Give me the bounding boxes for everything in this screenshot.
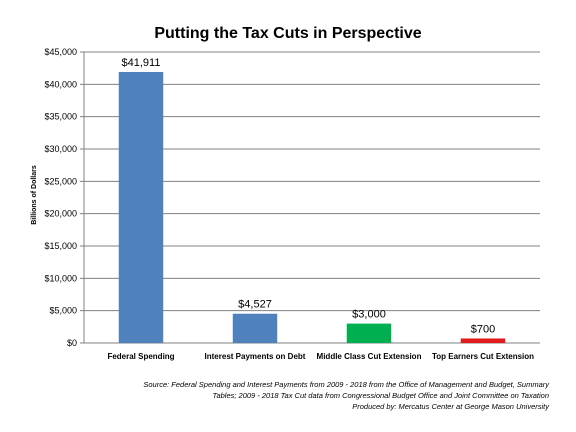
- y-tick-label: $40,000: [44, 79, 77, 89]
- y-tick-label: $5,000: [49, 306, 77, 316]
- x-category-label: Middle Class Cut Extension: [317, 352, 422, 361]
- bar: [346, 323, 392, 343]
- y-tick-label: $25,000: [44, 176, 77, 186]
- y-tick-label: $45,000: [44, 47, 77, 57]
- source-line-3: Produced by: Mercatus Center at George M…: [352, 402, 550, 411]
- y-tick-label: $35,000: [44, 112, 77, 122]
- y-tick-label: $10,000: [44, 273, 77, 283]
- data-label: $41,911: [122, 57, 161, 69]
- chart-title: Putting the Tax Cuts in Perspective: [154, 25, 421, 42]
- y-tick-label: $30,000: [44, 144, 77, 154]
- source-line-2: Tables; 2009 - 2018 Tax Cut data from Co…: [213, 391, 549, 400]
- data-label: $4,527: [238, 299, 272, 311]
- y-tick-label: $0: [67, 338, 77, 348]
- y-axis-label: Billions of Dollars: [31, 165, 38, 225]
- source-line-1: Source: Federal Spending and Interest Pa…: [143, 380, 550, 389]
- source-note: Source: Federal Spending and Interest Pa…: [143, 380, 550, 411]
- bar: [118, 71, 164, 344]
- bar-layer: [118, 71, 506, 344]
- x-category-label: Top Earners Cut Extension: [432, 352, 534, 361]
- data-label: $3,000: [352, 309, 386, 321]
- label-layer: $0 $5,000 $10,000 $15,000 $20,000 $25,000 $30,…: [44, 47, 534, 361]
- y-tick-label: $20,000: [44, 209, 77, 219]
- bar: [232, 313, 278, 343]
- bar: [460, 338, 506, 343]
- x-category-label: Federal Spending: [107, 352, 174, 361]
- y-tick-label: $15,000: [44, 241, 77, 251]
- x-category-label: Interest Payments on Debt: [205, 352, 306, 361]
- data-label: $700: [471, 323, 495, 335]
